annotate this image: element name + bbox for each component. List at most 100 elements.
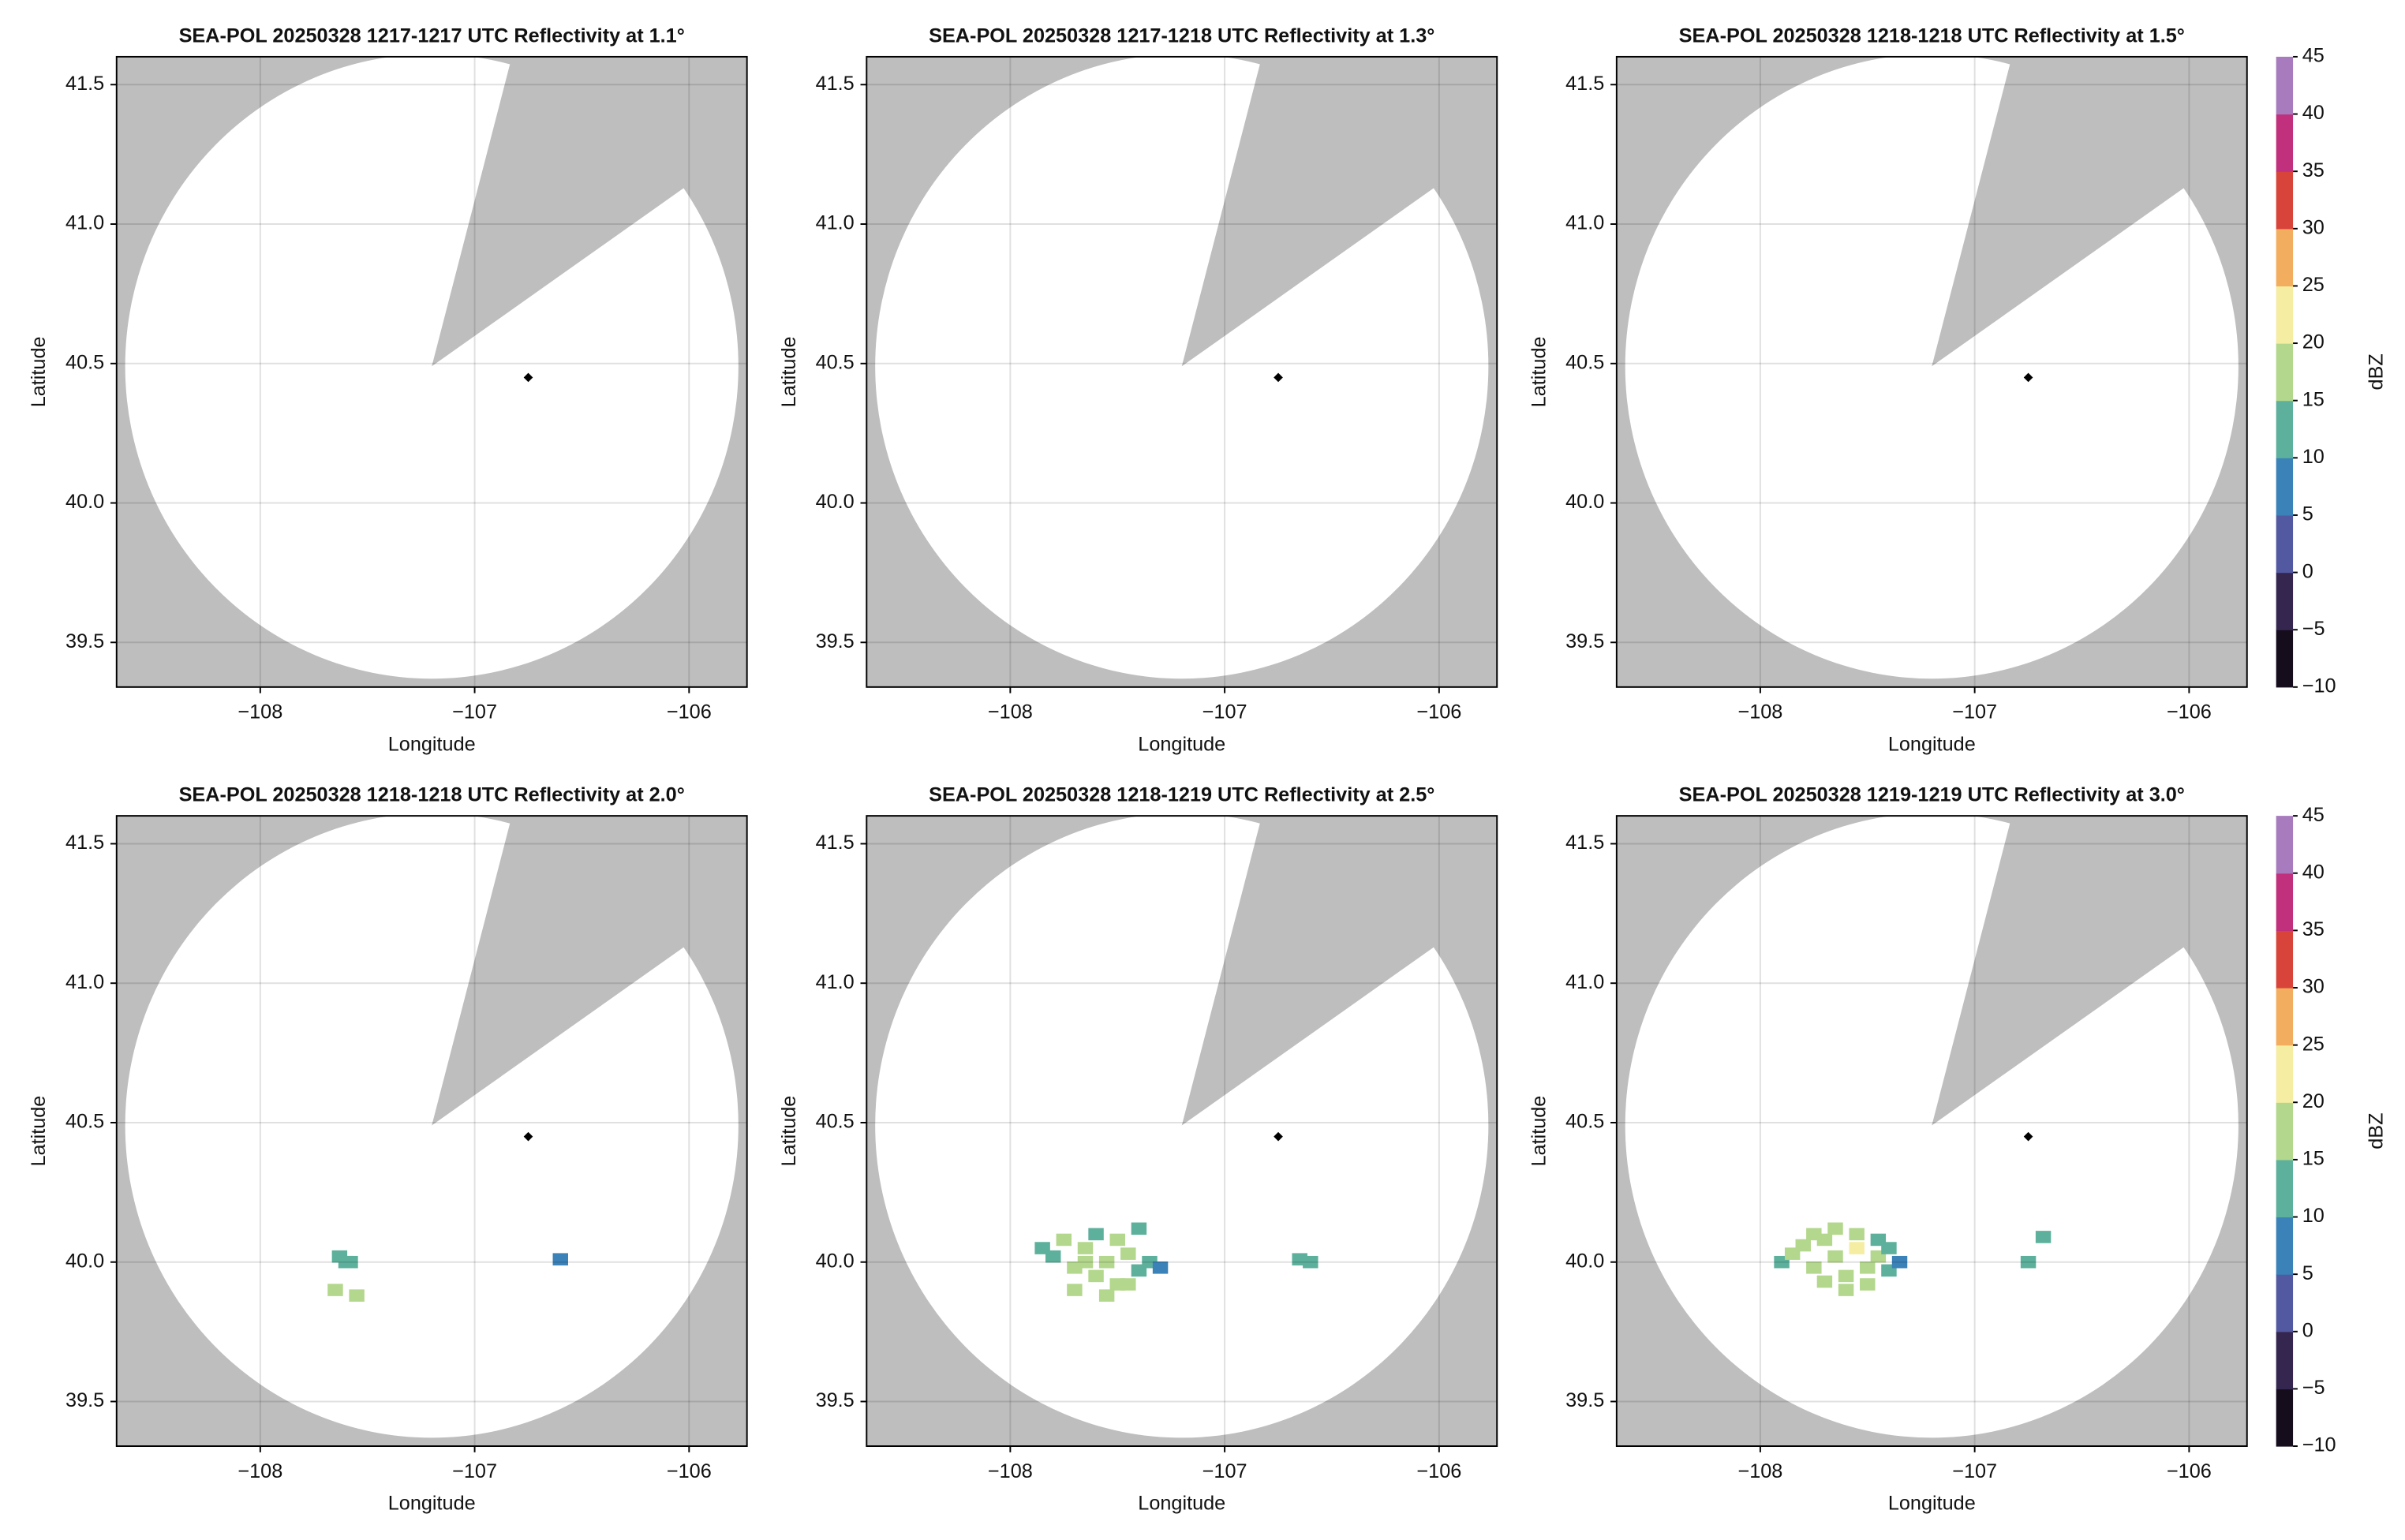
radar-site (2023, 372, 2033, 383)
radar-site (1274, 1131, 1283, 1142)
echo (2035, 1231, 2052, 1243)
echo (1088, 1269, 1104, 1283)
colorbar-band (2276, 56, 2294, 115)
y-tick-label: 39.5 (1565, 630, 1604, 652)
y-axis-label: Latitude (28, 1096, 50, 1167)
plot-area (116, 56, 747, 687)
x-tick-label: −106 (1416, 1460, 1461, 1482)
y-tick-label: 40.0 (816, 1250, 855, 1272)
panel-title: SEA-POL 20250328 1217-1218 UTC Reflectiv… (929, 24, 1434, 47)
plot-frame (1615, 55, 2248, 688)
y-tick-label: 40.5 (65, 351, 104, 373)
y-tick-label: 40.0 (1565, 491, 1604, 513)
x-tick-label: −107 (452, 701, 497, 723)
echo (1806, 1262, 1822, 1274)
x-tick-label: −107 (1202, 1460, 1247, 1482)
colorbar-tick-label: 35 (2302, 159, 2325, 181)
y-axis-label: Latitude (1528, 1096, 1550, 1167)
y-tick-label: 41.0 (816, 971, 855, 993)
panel: −108 −107 −106 39.5 40.0 40.5 41.0 41.5 SEA-POL … (778, 24, 1498, 755)
x-tick-label: −106 (1416, 701, 1461, 723)
y-tick-label: 41.0 (65, 212, 104, 234)
colorbar-band (2276, 228, 2294, 287)
colorbar-tick-label: 10 (2302, 446, 2325, 468)
x-axis-label: Longitude (388, 733, 476, 755)
colorbar-band (2276, 1274, 2294, 1333)
echo (1098, 1255, 1115, 1269)
colorbar-tick-label: 20 (2302, 1090, 2325, 1112)
echo (1816, 1275, 1833, 1288)
colorbar-tick-label: 45 (2302, 45, 2325, 67)
x-axis-label: Longitude (1138, 1493, 1225, 1515)
plot-frame (115, 815, 748, 1448)
x-tick-label: −107 (1952, 701, 1997, 723)
x-axis-label: Longitude (1138, 733, 1225, 755)
colorbar-tick-label: 30 (2302, 976, 2325, 998)
radar-site (523, 372, 533, 383)
echo (1152, 1262, 1169, 1274)
x-tick-label: −108 (988, 1460, 1033, 1482)
colorbar-tick-label: 5 (2302, 503, 2313, 525)
x-tick-label: −107 (1202, 701, 1247, 723)
colorbar-tick-label: 40 (2302, 102, 2325, 124)
colorbar-tick-label: 15 (2302, 388, 2325, 410)
echo (342, 1255, 358, 1269)
colorbar-label: dBZ (2366, 1112, 2388, 1149)
colorbar-band (2276, 343, 2294, 402)
colorbar-tick-label: 45 (2302, 804, 2325, 826)
panel: −108 −107 −106 39.5 40.0 40.5 41.0 41.5 SEA-POL … (28, 24, 748, 755)
y-tick-label: 41.0 (1565, 212, 1604, 234)
blanked-sector (1932, 816, 2247, 1126)
colorbar-band (2276, 1045, 2294, 1103)
y-axis-label: Latitude (778, 1096, 800, 1167)
colorbar-band (2276, 1331, 2294, 1389)
colorbar-tick-label: 40 (2302, 861, 2325, 883)
plot-area (1616, 56, 2247, 687)
echo (1098, 1289, 1115, 1302)
colorbar-tick-label: 25 (2302, 1033, 2325, 1055)
plot-frame (866, 55, 1498, 688)
colorbar-tick-label: 0 (2302, 1319, 2313, 1341)
y-tick-label: 41.5 (1565, 832, 1604, 854)
panel-title: SEA-POL 20250328 1218-1218 UTC Reflectiv… (1679, 24, 2185, 47)
colorbar-band (2276, 1159, 2294, 1218)
panel-title: SEA-POL 20250328 1217-1217 UTC Reflectiv… (179, 24, 685, 47)
y-tick-label: 39.5 (65, 1389, 104, 1411)
y-tick-label: 40.0 (1565, 1250, 1604, 1272)
plot-frame (1615, 815, 2248, 1448)
colorbar-band (2276, 114, 2294, 172)
x-tick-label: −106 (667, 701, 712, 723)
y-tick-label: 40.5 (1565, 1111, 1604, 1133)
echo (1120, 1247, 1136, 1260)
echo (349, 1289, 365, 1302)
y-tick-label: 41.0 (65, 971, 104, 993)
x-tick-label: −108 (988, 701, 1033, 723)
echo (1303, 1255, 1318, 1269)
y-tick-label: 41.0 (1565, 971, 1604, 993)
echo (1849, 1228, 1865, 1241)
echo (1827, 1222, 1843, 1235)
echo (1045, 1250, 1061, 1263)
colorbar-band (2276, 458, 2294, 516)
colorbar-band (2276, 286, 2294, 344)
colorbar-label: dBZ (2366, 353, 2388, 390)
colorbar-band (2276, 1389, 2294, 1447)
colorbar-band (2276, 630, 2294, 688)
echo (1860, 1262, 1876, 1274)
y-axis-label: Latitude (778, 336, 800, 407)
radar-site (2023, 1131, 2033, 1142)
echo (1131, 1222, 1147, 1235)
colorbar-band (2276, 572, 2294, 630)
y-tick-label: 39.5 (816, 1389, 855, 1411)
colorbar-tick-label: −5 (2302, 618, 2325, 640)
x-tick-label: −108 (1737, 1460, 1782, 1482)
x-tick-label: −107 (1952, 1460, 1997, 1482)
colorbar-tick-label: 30 (2302, 216, 2325, 238)
y-tick-label: 41.0 (816, 212, 855, 234)
echo (1827, 1250, 1843, 1263)
blanked-sector (432, 816, 747, 1126)
colorbar-band (2276, 930, 2294, 989)
echo (1860, 1278, 1876, 1291)
